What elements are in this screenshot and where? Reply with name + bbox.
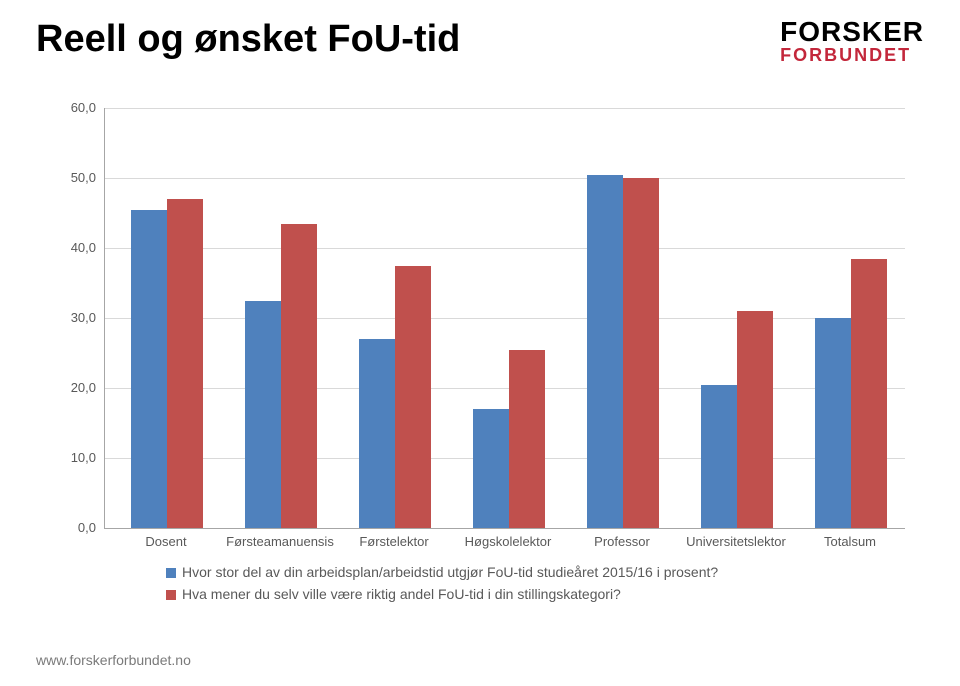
y-axis-label: 60,0 <box>56 100 96 115</box>
legend-label: Hvor stor del av din arbeidsplan/arbeids… <box>182 564 718 580</box>
x-axis-label: Førsteamanuensis <box>226 534 334 549</box>
gridline <box>105 388 905 389</box>
bar <box>851 259 887 529</box>
bar <box>473 409 509 528</box>
x-axis-label: Universitetslektor <box>686 534 786 549</box>
gridline <box>105 318 905 319</box>
bar <box>815 318 851 528</box>
x-axis-label: Totalsum <box>824 534 876 549</box>
slide-title: Reell og ønsket FoU-tid <box>36 18 460 61</box>
bar <box>245 301 281 529</box>
logo-line2: FORBUNDET <box>780 46 924 64</box>
bar-chart: Hvor stor del av din arbeidsplan/arbeids… <box>56 100 916 620</box>
legend-swatch <box>166 568 176 578</box>
y-axis-label: 30,0 <box>56 310 96 325</box>
x-axis-label: Førstelektor <box>359 534 428 549</box>
y-axis-label: 20,0 <box>56 380 96 395</box>
bar <box>509 350 545 529</box>
x-axis-label: Høgskolelektor <box>465 534 552 549</box>
legend-label: Hva mener du selv ville være riktig ande… <box>182 586 621 602</box>
bar <box>395 266 431 529</box>
bar <box>131 210 167 529</box>
legend-item: Hvor stor del av din arbeidsplan/arbeids… <box>166 564 826 580</box>
x-axis-label: Professor <box>594 534 650 549</box>
bar <box>623 178 659 528</box>
bar <box>701 385 737 529</box>
bar <box>167 199 203 528</box>
y-axis-label: 40,0 <box>56 240 96 255</box>
gridline <box>105 108 905 109</box>
footer-url: www.forskerforbundet.no <box>36 652 191 668</box>
logo-line1: FORSKER <box>780 18 924 46</box>
y-axis-label: 50,0 <box>56 170 96 185</box>
plot-area <box>104 108 905 529</box>
chart-legend: Hvor stor del av din arbeidsplan/arbeids… <box>166 564 826 608</box>
gridline <box>105 248 905 249</box>
bar <box>737 311 773 528</box>
bar <box>359 339 395 528</box>
bar <box>587 175 623 529</box>
x-axis-label: Dosent <box>145 534 186 549</box>
y-axis-label: 10,0 <box>56 450 96 465</box>
bar <box>281 224 317 529</box>
logo: FORSKER FORBUNDET <box>780 18 924 64</box>
legend-swatch <box>166 590 176 600</box>
gridline <box>105 178 905 179</box>
y-axis-label: 0,0 <box>56 520 96 535</box>
legend-item: Hva mener du selv ville være riktig ande… <box>166 586 826 602</box>
